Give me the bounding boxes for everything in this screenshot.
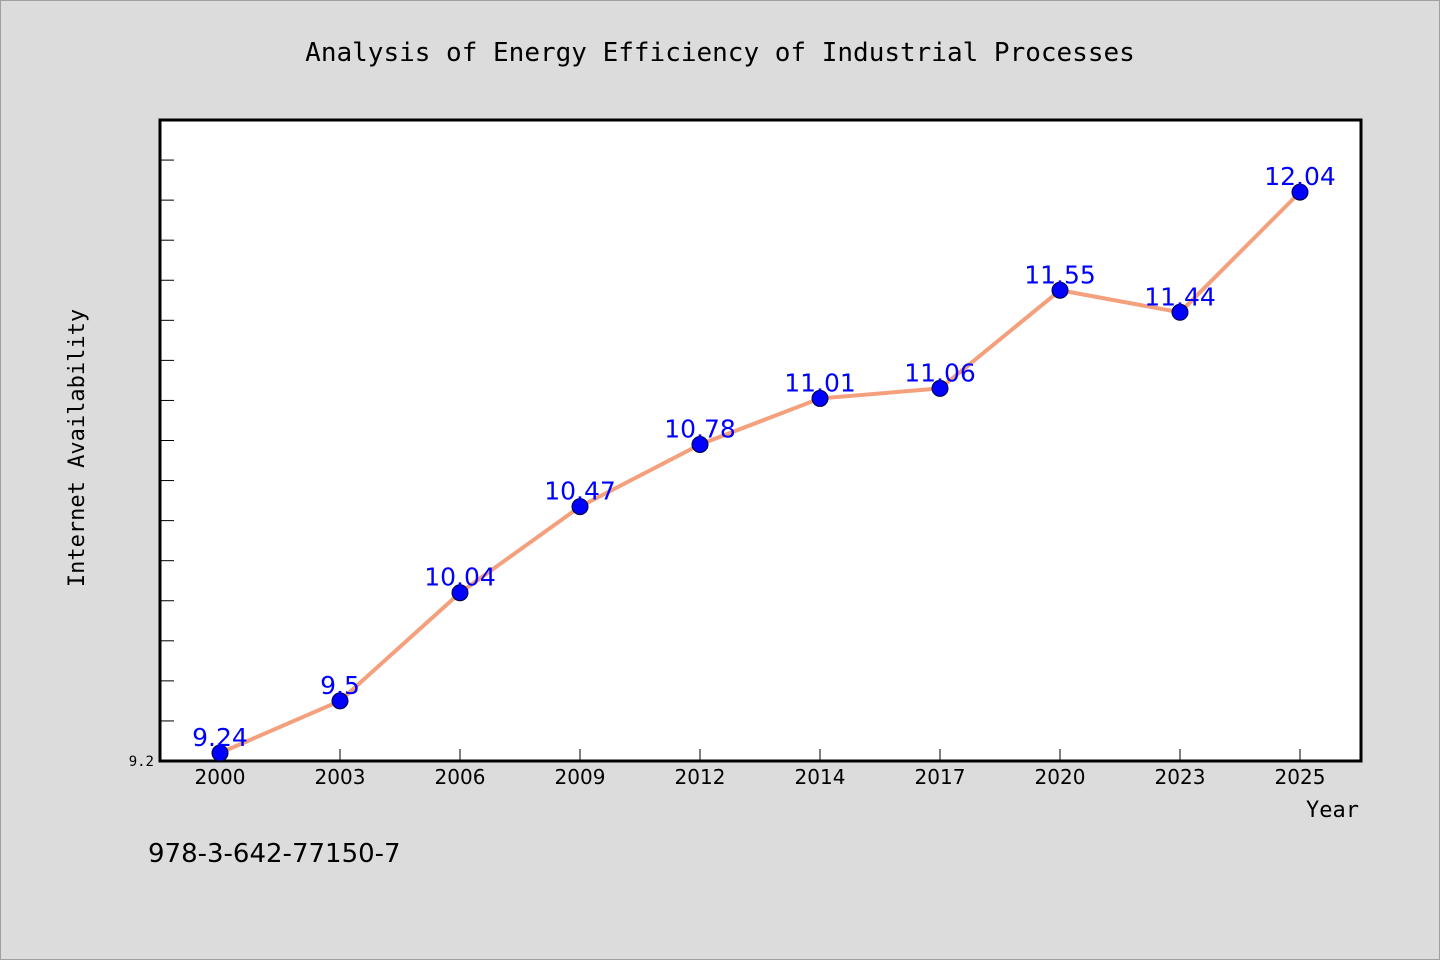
x-tick-label: 2000: [195, 765, 246, 789]
series-line: [219, 190, 1302, 755]
plot-area: [158, 118, 1363, 763]
data-label: 12.04: [1264, 162, 1336, 191]
data-point: [1291, 183, 1309, 201]
x-tick-label: 2009: [555, 765, 606, 789]
x-tick-label: 2025: [1275, 765, 1326, 789]
data-point: [811, 389, 829, 407]
data-label: 11.01: [784, 368, 856, 397]
x-tick-label: 2012: [675, 765, 726, 789]
series-group: [211, 183, 1309, 762]
data-point: [331, 692, 349, 710]
data-point: [931, 379, 949, 397]
data-point: [1051, 281, 1069, 299]
data-point: [571, 498, 589, 516]
data-point: [451, 584, 469, 602]
data-label: 11.06: [904, 358, 976, 387]
data-point: [1171, 303, 1189, 321]
y-tick-label: 9.2: [129, 754, 154, 770]
data-label: 11.44: [1144, 282, 1216, 311]
data-labels: 9.24 9.5 10.04 10.47 10.78 11.01 11.06 11.55 11.…: [192, 162, 1336, 752]
data-label: 9.5: [320, 671, 360, 700]
data-point: [691, 436, 709, 454]
data-point: [211, 744, 229, 762]
chart-title: Analysis of Energy Efficiency of Industr…: [305, 38, 1135, 68]
x-tick-label: 2003: [315, 765, 366, 789]
data-label: 10.04: [424, 563, 496, 592]
x-tick-label: 2023: [1155, 765, 1206, 789]
isbn-text: 978-3-642-77150-7: [148, 839, 401, 869]
x-axis-label: Year: [1306, 798, 1359, 823]
x-tick-label: 2017: [915, 765, 966, 789]
x-tick-label: 2020: [1035, 765, 1086, 789]
data-label: 9.24: [192, 723, 248, 752]
data-label: 10.78: [664, 415, 736, 444]
y-axis-label: Internet Availability: [65, 309, 90, 587]
x-tick-label: 2014: [795, 765, 846, 789]
data-label: 11.55: [1024, 260, 1096, 289]
data-label: 10.47: [544, 477, 616, 506]
x-tick-label: 2006: [435, 765, 486, 789]
y-axis-ticks: 9.2: [129, 119, 174, 770]
